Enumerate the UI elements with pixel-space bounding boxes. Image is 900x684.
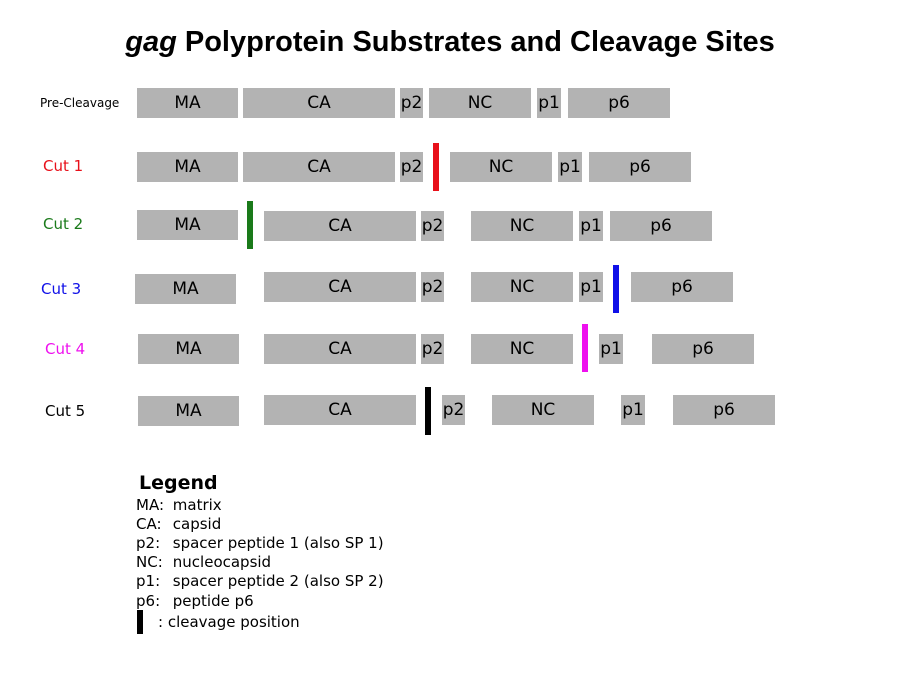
segment-p6: p6 (568, 88, 670, 118)
segment-ca: CA (264, 211, 416, 241)
segment-p1: p1 (579, 211, 603, 241)
legend-desc: capsid (173, 515, 221, 533)
legend-key: p1: (136, 572, 168, 590)
segment-p6: p6 (631, 272, 733, 302)
segment-p6: p6 (652, 334, 754, 364)
segment-p1: p1 (621, 395, 645, 425)
diagram-title: gag Polyprotein Substrates and Cleavage … (0, 26, 900, 59)
segment-p1: p1 (579, 272, 603, 302)
segment-p2: p2 (421, 211, 444, 241)
legend-item: CA: capsid (136, 515, 221, 533)
legend-item: p6: peptide p6 (136, 592, 254, 610)
segment-ma: MA (138, 334, 239, 364)
segment-nc: NC (471, 334, 573, 364)
legend-key: MA: (136, 496, 168, 514)
row-label-pre-cleavage: Pre-Cleavage (40, 96, 119, 110)
segment-p6: p6 (610, 211, 712, 241)
segment-nc: NC (492, 395, 594, 425)
row-label-cut-3: Cut 3 (41, 280, 81, 298)
legend-title: Legend (139, 472, 218, 494)
title-rest: Polyprotein Substrates and Cleavage Site… (185, 26, 775, 58)
row-label-cut-1: Cut 1 (43, 157, 83, 175)
cleavage-marker-cut-5 (425, 387, 431, 435)
segment-p1: p1 (537, 88, 561, 118)
segment-ca: CA (264, 395, 416, 425)
legend-key: p2: (136, 534, 168, 552)
segment-p2: p2 (400, 88, 423, 118)
legend-key: p6: (136, 592, 168, 610)
segment-ma: MA (137, 152, 238, 182)
legend-item: NC: nucleocapsid (136, 553, 271, 571)
row-label-cut-4: Cut 4 (45, 340, 85, 358)
segment-ca: CA (243, 152, 395, 182)
segment-p6: p6 (589, 152, 691, 182)
legend-item: p2: spacer peptide 1 (also SP 1) (136, 534, 384, 552)
segment-ma: MA (137, 210, 238, 240)
segment-ca: CA (264, 272, 416, 302)
legend-item: p1: spacer peptide 2 (also SP 2) (136, 572, 384, 590)
segment-p1: p1 (599, 334, 623, 364)
legend-key: CA: (136, 515, 168, 533)
legend-desc: spacer peptide 1 (also SP 1) (173, 534, 384, 552)
segment-nc: NC (471, 272, 573, 302)
segment-p2: p2 (421, 334, 444, 364)
segment-ma: MA (135, 274, 236, 304)
segment-p1: p1 (558, 152, 582, 182)
segment-p2: p2 (421, 272, 444, 302)
legend-cleavage-text: : cleavage position (158, 613, 300, 631)
legend-desc: matrix (173, 496, 222, 514)
segment-p6: p6 (673, 395, 775, 425)
segment-ma: MA (138, 396, 239, 426)
cleavage-marker-cut-4 (582, 324, 588, 372)
segment-ma: MA (137, 88, 238, 118)
legend-desc: nucleocapsid (173, 553, 271, 571)
segment-p2: p2 (442, 395, 465, 425)
row-label-cut-5: Cut 5 (45, 402, 85, 420)
segment-ca: CA (264, 334, 416, 364)
cleavage-marker-cut-3 (613, 265, 619, 313)
segment-nc: NC (471, 211, 573, 241)
row-label-cut-2: Cut 2 (43, 215, 83, 233)
legend-key: NC: (136, 553, 168, 571)
title-italic: gag (125, 26, 177, 58)
segment-p2: p2 (400, 152, 423, 182)
legend-desc: peptide p6 (173, 592, 254, 610)
legend-desc: spacer peptide 2 (also SP 2) (173, 572, 384, 590)
cleavage-marker-cut-1 (433, 143, 439, 191)
segment-nc: NC (429, 88, 531, 118)
legend-cleavage-marker (137, 610, 143, 634)
legend-item: MA: matrix (136, 496, 222, 514)
cleavage-marker-cut-2 (247, 201, 253, 249)
segment-ca: CA (243, 88, 395, 118)
segment-nc: NC (450, 152, 552, 182)
